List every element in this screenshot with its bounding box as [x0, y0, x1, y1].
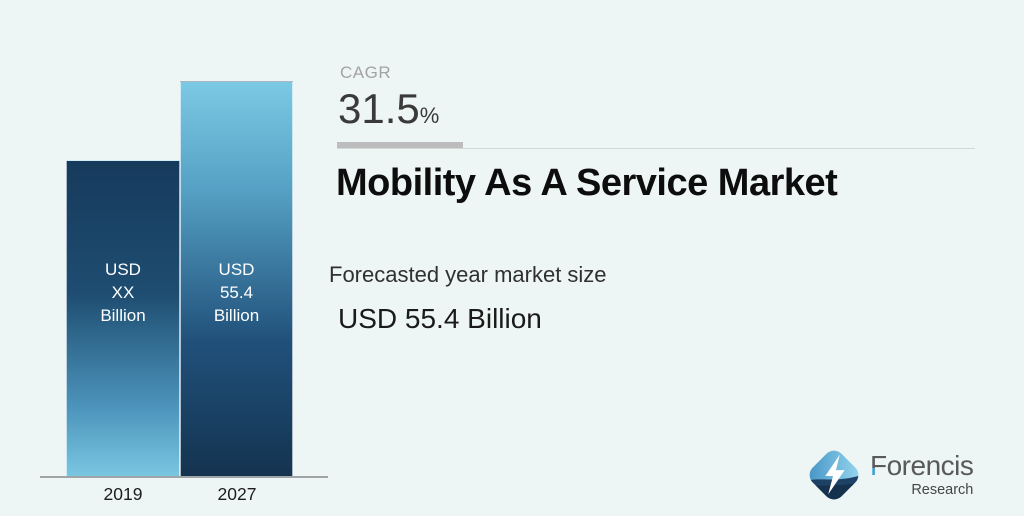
cagr-label: CAGR [340, 63, 392, 82]
bar-value-label: USD 55.4 Billion [181, 259, 292, 328]
brand-rest: orencis [886, 450, 974, 481]
bar-label-line: Billion [100, 305, 146, 325]
bar-label-line: USD [218, 260, 255, 279]
brand-name: Forencis [870, 450, 974, 481]
bar-2019: USD XX Billion [66, 160, 180, 478]
percent-sign: % [419, 103, 440, 128]
kpi-underline [337, 142, 463, 149]
bar-label-line: 55.4 [219, 282, 254, 302]
x-tick-2027: 2027 [217, 484, 257, 504]
brand-text: Forencis Research [870, 443, 974, 498]
cagr-number: 31.5 [338, 85, 420, 132]
divider-line [337, 148, 975, 149]
bar-label-line: USD [105, 260, 141, 279]
brand-subtitle: Research [911, 482, 974, 498]
x-axis-line [40, 476, 328, 478]
brand-initial: F [870, 450, 887, 481]
bar-label-line: XX [111, 282, 135, 302]
forencis-logo-icon [803, 443, 865, 507]
bar-2027: USD 55.4 Billion [180, 81, 293, 478]
forencis-logo: Forencis Research [803, 443, 974, 507]
forecast-label: Forecasted year market size [329, 262, 607, 287]
forecast-value: USD 55.4 Billion [338, 303, 542, 334]
page-title: Mobility As A Service Market [336, 162, 838, 204]
bar-label-line: Billion [213, 305, 260, 325]
bar-value-label: USD XX Billion [67, 259, 179, 328]
x-tick-2019: 2019 [103, 484, 143, 504]
cagr-value: 31.5% [338, 88, 439, 130]
